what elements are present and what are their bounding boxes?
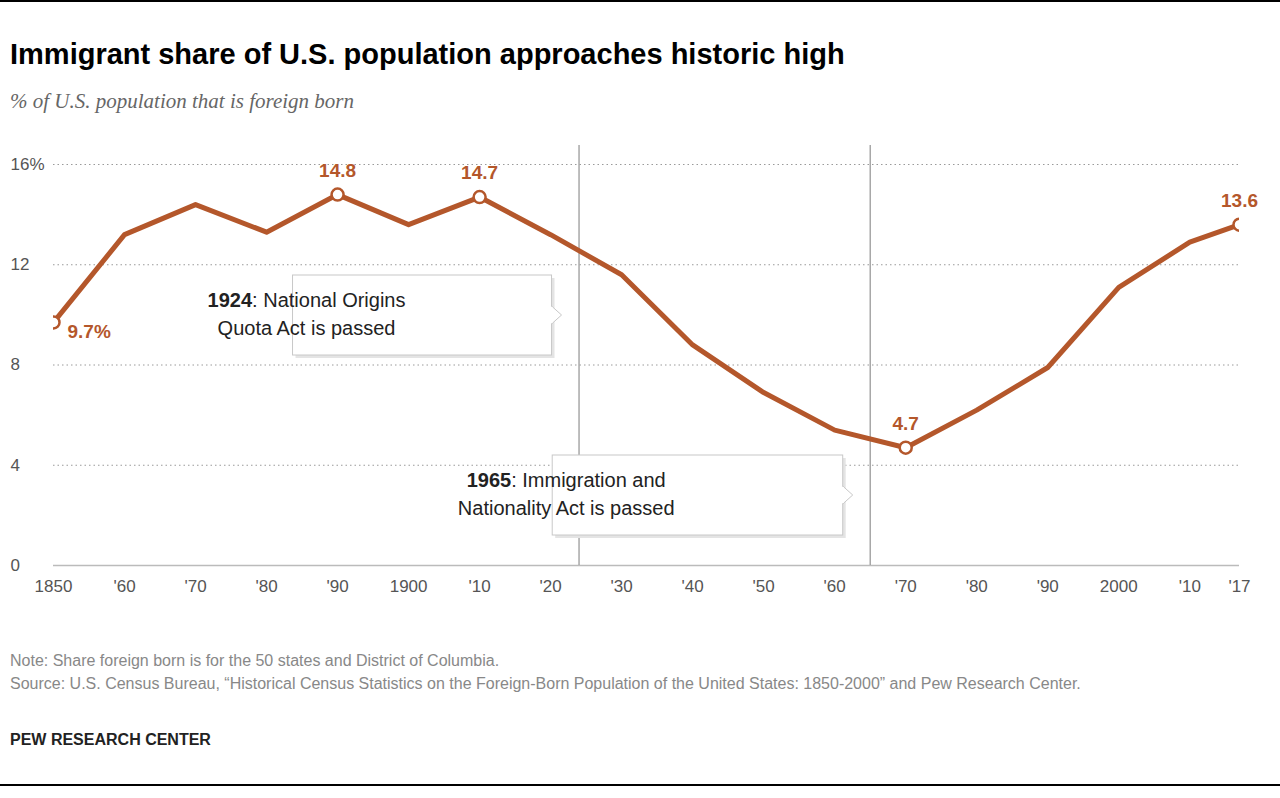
svg-text:1924: National Origins: 1924: National Origins: [208, 289, 406, 311]
svg-text:9.7%: 9.7%: [68, 321, 111, 342]
svg-text:Nationality Act is passed: Nationality Act is passed: [458, 497, 675, 519]
svg-text:'90: '90: [1037, 577, 1059, 596]
svg-text:4.7: 4.7: [893, 413, 919, 434]
svg-text:'70: '70: [184, 577, 206, 596]
svg-text:'60: '60: [824, 577, 846, 596]
svg-text:1850: 1850: [35, 577, 73, 596]
html-text:Note: Share foreign born is fo: Note: Share foreign born is for the 50 s…: [10, 652, 500, 669]
svg-text:0: 0: [11, 556, 20, 575]
svg-text:'90: '90: [326, 577, 348, 596]
svg-text:2000: 2000: [1100, 577, 1138, 596]
svg-text:16%: 16%: [11, 155, 45, 174]
html-text:Source: U.S. Census Bureau, “H: Source: U.S. Census Bureau, “Historical …: [10, 675, 1081, 692]
svg-text:Quota Act is passed: Quota Act is passed: [218, 317, 396, 339]
svg-text:'10: '10: [469, 577, 491, 596]
svg-text:1965: Immigration and: 1965: Immigration and: [467, 469, 666, 491]
svg-text:'80: '80: [255, 577, 277, 596]
svg-text:4: 4: [11, 456, 20, 475]
svg-text:'30: '30: [611, 577, 633, 596]
svg-text:'10: '10: [1179, 577, 1201, 596]
svg-text:'70: '70: [895, 577, 917, 596]
svg-text:'60: '60: [113, 577, 135, 596]
svg-text:1900: 1900: [390, 577, 428, 596]
svg-text:12: 12: [11, 255, 30, 274]
svg-text:8: 8: [11, 355, 20, 374]
svg-text:'80: '80: [966, 577, 988, 596]
html-text:Immigrant share of U.S. popula: Immigrant share of U.S. population appro…: [10, 38, 845, 70]
html-text:PEW RESEARCH CENTER: PEW RESEARCH CENTER: [10, 731, 211, 748]
svg-text:14.7: 14.7: [461, 162, 498, 183]
svg-text:'20: '20: [540, 577, 562, 596]
svg-text:14.8: 14.8: [319, 160, 356, 181]
svg-text:'17: '17: [1228, 577, 1250, 596]
svg-text:'40: '40: [682, 577, 704, 596]
svg-text:'50: '50: [753, 577, 775, 596]
svg-text:13.6: 13.6: [1221, 190, 1258, 211]
html-text:% of U.S. population that is f: % of U.S. population that is foreign bor…: [10, 89, 354, 113]
